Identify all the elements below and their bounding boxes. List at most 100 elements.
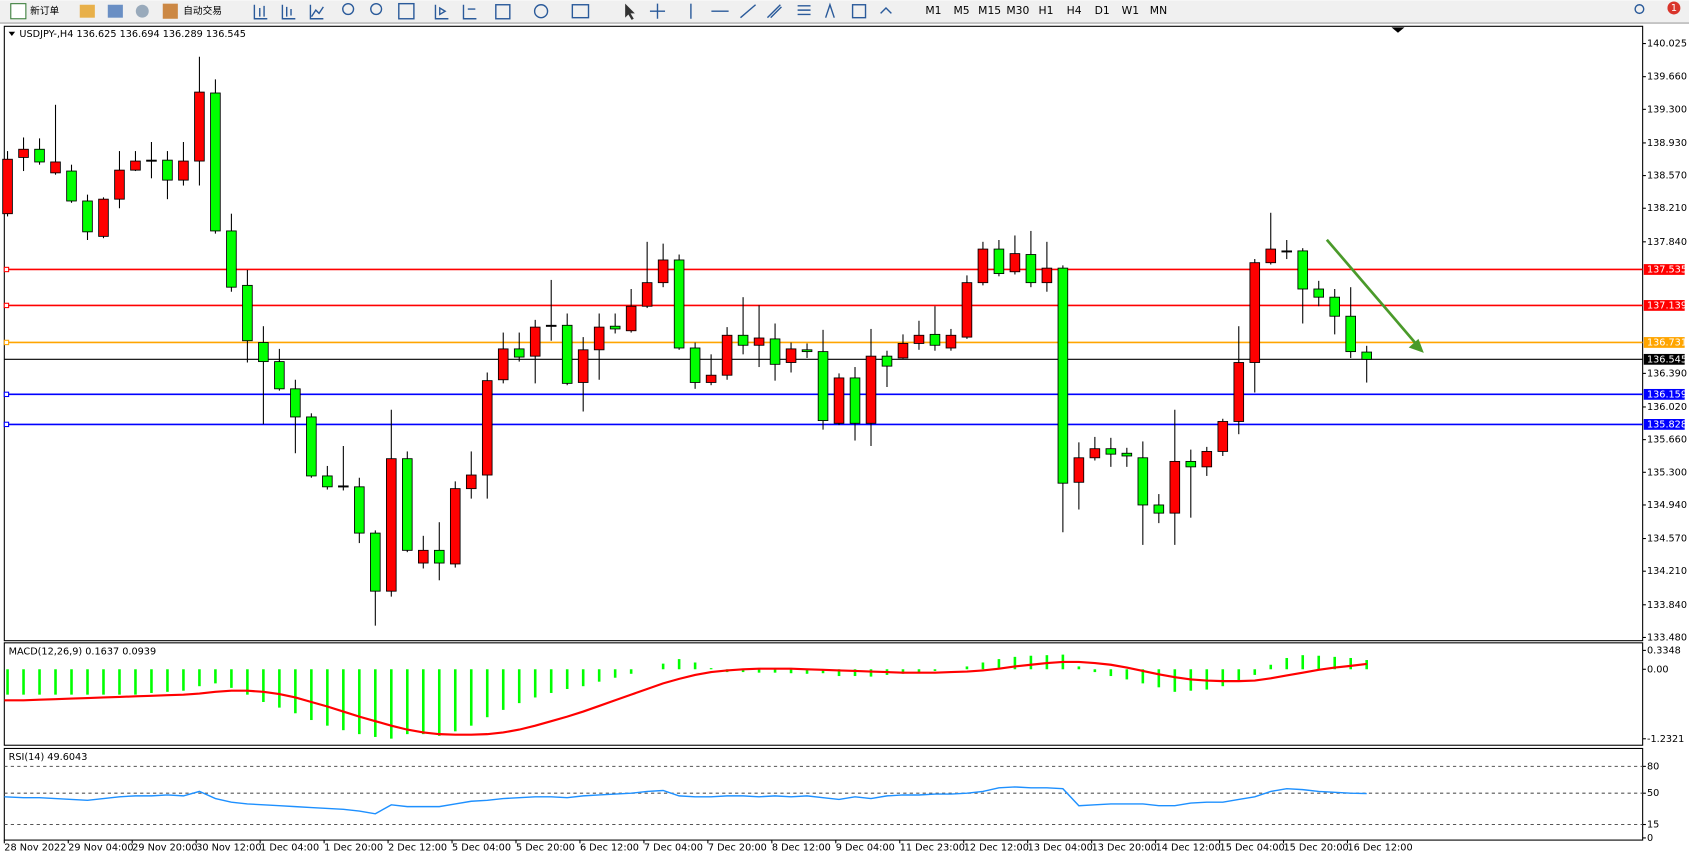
candle-body (1089, 448, 1101, 459)
candle-body (34, 148, 45, 163)
candle-body (1361, 351, 1372, 360)
notification-count[interactable]: 1 (1671, 3, 1677, 14)
candle-body (1233, 362, 1245, 422)
macd-bar (1221, 669, 1225, 687)
macd-bar (22, 669, 25, 695)
indicators-icon[interactable] (495, 4, 511, 20)
crosshair-icon[interactable] (649, 3, 666, 19)
macd-bar (214, 669, 217, 684)
zoom-out-icon[interactable] (370, 2, 383, 16)
candle-body (1057, 267, 1069, 484)
x-tick-label: 9 Dec 04:00 (836, 843, 895, 854)
candle-body (753, 337, 765, 346)
y-tick-label: 137.840 (1647, 237, 1687, 248)
candle-body (481, 380, 493, 476)
macd-bar (869, 669, 873, 677)
macd-bar (741, 669, 745, 673)
timeframe-button[interactable]: MN (1150, 4, 1167, 17)
price-label-bg (1643, 418, 1685, 430)
notification-badge[interactable] (1667, 1, 1681, 15)
y-tick-label: 138.930 (1647, 138, 1687, 149)
y-tick-label: 134.940 (1647, 500, 1687, 511)
macd-bar (102, 669, 105, 695)
arrows-icon[interactable] (880, 6, 892, 14)
macd-bar (821, 669, 825, 674)
candle-body (705, 374, 717, 383)
y-tick-label: 135.660 (1647, 435, 1687, 446)
timeframe-button[interactable]: M1 (925, 4, 941, 17)
macd-bar (1013, 656, 1017, 670)
macd-bar (485, 669, 489, 718)
macd-bar (310, 669, 313, 721)
bar-chart-icon[interactable] (253, 4, 268, 20)
timeframe-button[interactable]: H4 (1067, 4, 1082, 17)
y-tick-label: 140.025 (1647, 39, 1687, 50)
macd-bar (1093, 669, 1097, 673)
macd-bar (1125, 669, 1129, 680)
new-order-icon[interactable] (10, 3, 27, 20)
macd-bar (1333, 656, 1337, 670)
macd-bar (294, 669, 297, 714)
panel-title: RSI(14) 49.6043 (9, 752, 88, 763)
y-tick-label: 80 (1647, 761, 1659, 772)
symbol-marker (8, 31, 16, 37)
fibo-icon[interactable] (797, 5, 811, 16)
label-icon[interactable] (851, 4, 867, 19)
macd-bar (230, 669, 233, 688)
candle-icon[interactable] (281, 4, 296, 20)
channel-icon[interactable] (766, 4, 782, 19)
timeframe-button[interactable]: H1 (1038, 4, 1053, 17)
candle-body (913, 334, 925, 344)
timeframe-button[interactable]: M15 (978, 4, 1001, 17)
candle-body (833, 377, 845, 424)
tile-icon[interactable] (398, 2, 415, 20)
shift-icon[interactable] (462, 4, 477, 20)
timeframe-button[interactable]: W1 (1122, 4, 1140, 17)
macd-bar (1285, 657, 1289, 670)
candle-body (561, 324, 573, 384)
macd-bar (326, 669, 329, 726)
search-icon[interactable] (1634, 4, 1645, 15)
candle-body (50, 161, 61, 174)
candle-body (673, 259, 685, 349)
macd-bar (134, 669, 137, 695)
macd-bar (1157, 669, 1161, 688)
candle-body (497, 348, 509, 381)
icon[interactable] (135, 4, 149, 18)
trendline-icon[interactable] (740, 4, 757, 19)
price-label: 136.159 (1647, 389, 1687, 400)
price-label-bg (1643, 264, 1685, 275)
macd-bar (917, 669, 921, 673)
toolbar-button[interactable]: 自动交易 (183, 4, 222, 17)
line-icon[interactable] (309, 4, 324, 20)
scroll-icon[interactable] (434, 4, 449, 20)
templates-icon[interactable] (571, 4, 590, 19)
candle-body (577, 349, 589, 383)
toolbar-button[interactable]: 新订单 (30, 4, 59, 17)
auto-trading-icon[interactable] (162, 3, 178, 19)
level-handle (3, 302, 10, 309)
timeframe-button[interactable]: M5 (953, 4, 969, 17)
x-tick-label: 5 Dec 04:00 (452, 843, 511, 854)
x-tick-label: 2 Dec 12:00 (388, 843, 447, 854)
zoom-in-icon[interactable] (342, 2, 355, 16)
icon[interactable] (107, 4, 123, 18)
y-tick-label: 0.3348 (1647, 645, 1681, 656)
macd-bar (597, 669, 601, 682)
y-tick-label: 139.660 (1647, 72, 1687, 83)
cursor-icon[interactable] (625, 3, 635, 20)
icon[interactable] (79, 4, 95, 18)
macd-bar (118, 669, 121, 695)
candle-body (993, 248, 1005, 275)
candle-body (897, 343, 909, 359)
timeframe-button[interactable]: M30 (1006, 4, 1029, 17)
text-icon[interactable] (824, 2, 835, 18)
timeframe-button[interactable]: D1 (1095, 4, 1110, 17)
y-tick-label: 0 (1647, 833, 1653, 844)
macd-bar (406, 669, 409, 735)
candle-body (306, 416, 317, 477)
macd-bar (517, 669, 521, 704)
periods-icon[interactable] (533, 4, 549, 19)
candle-body (865, 355, 877, 424)
signal-line (4, 660, 1367, 736)
